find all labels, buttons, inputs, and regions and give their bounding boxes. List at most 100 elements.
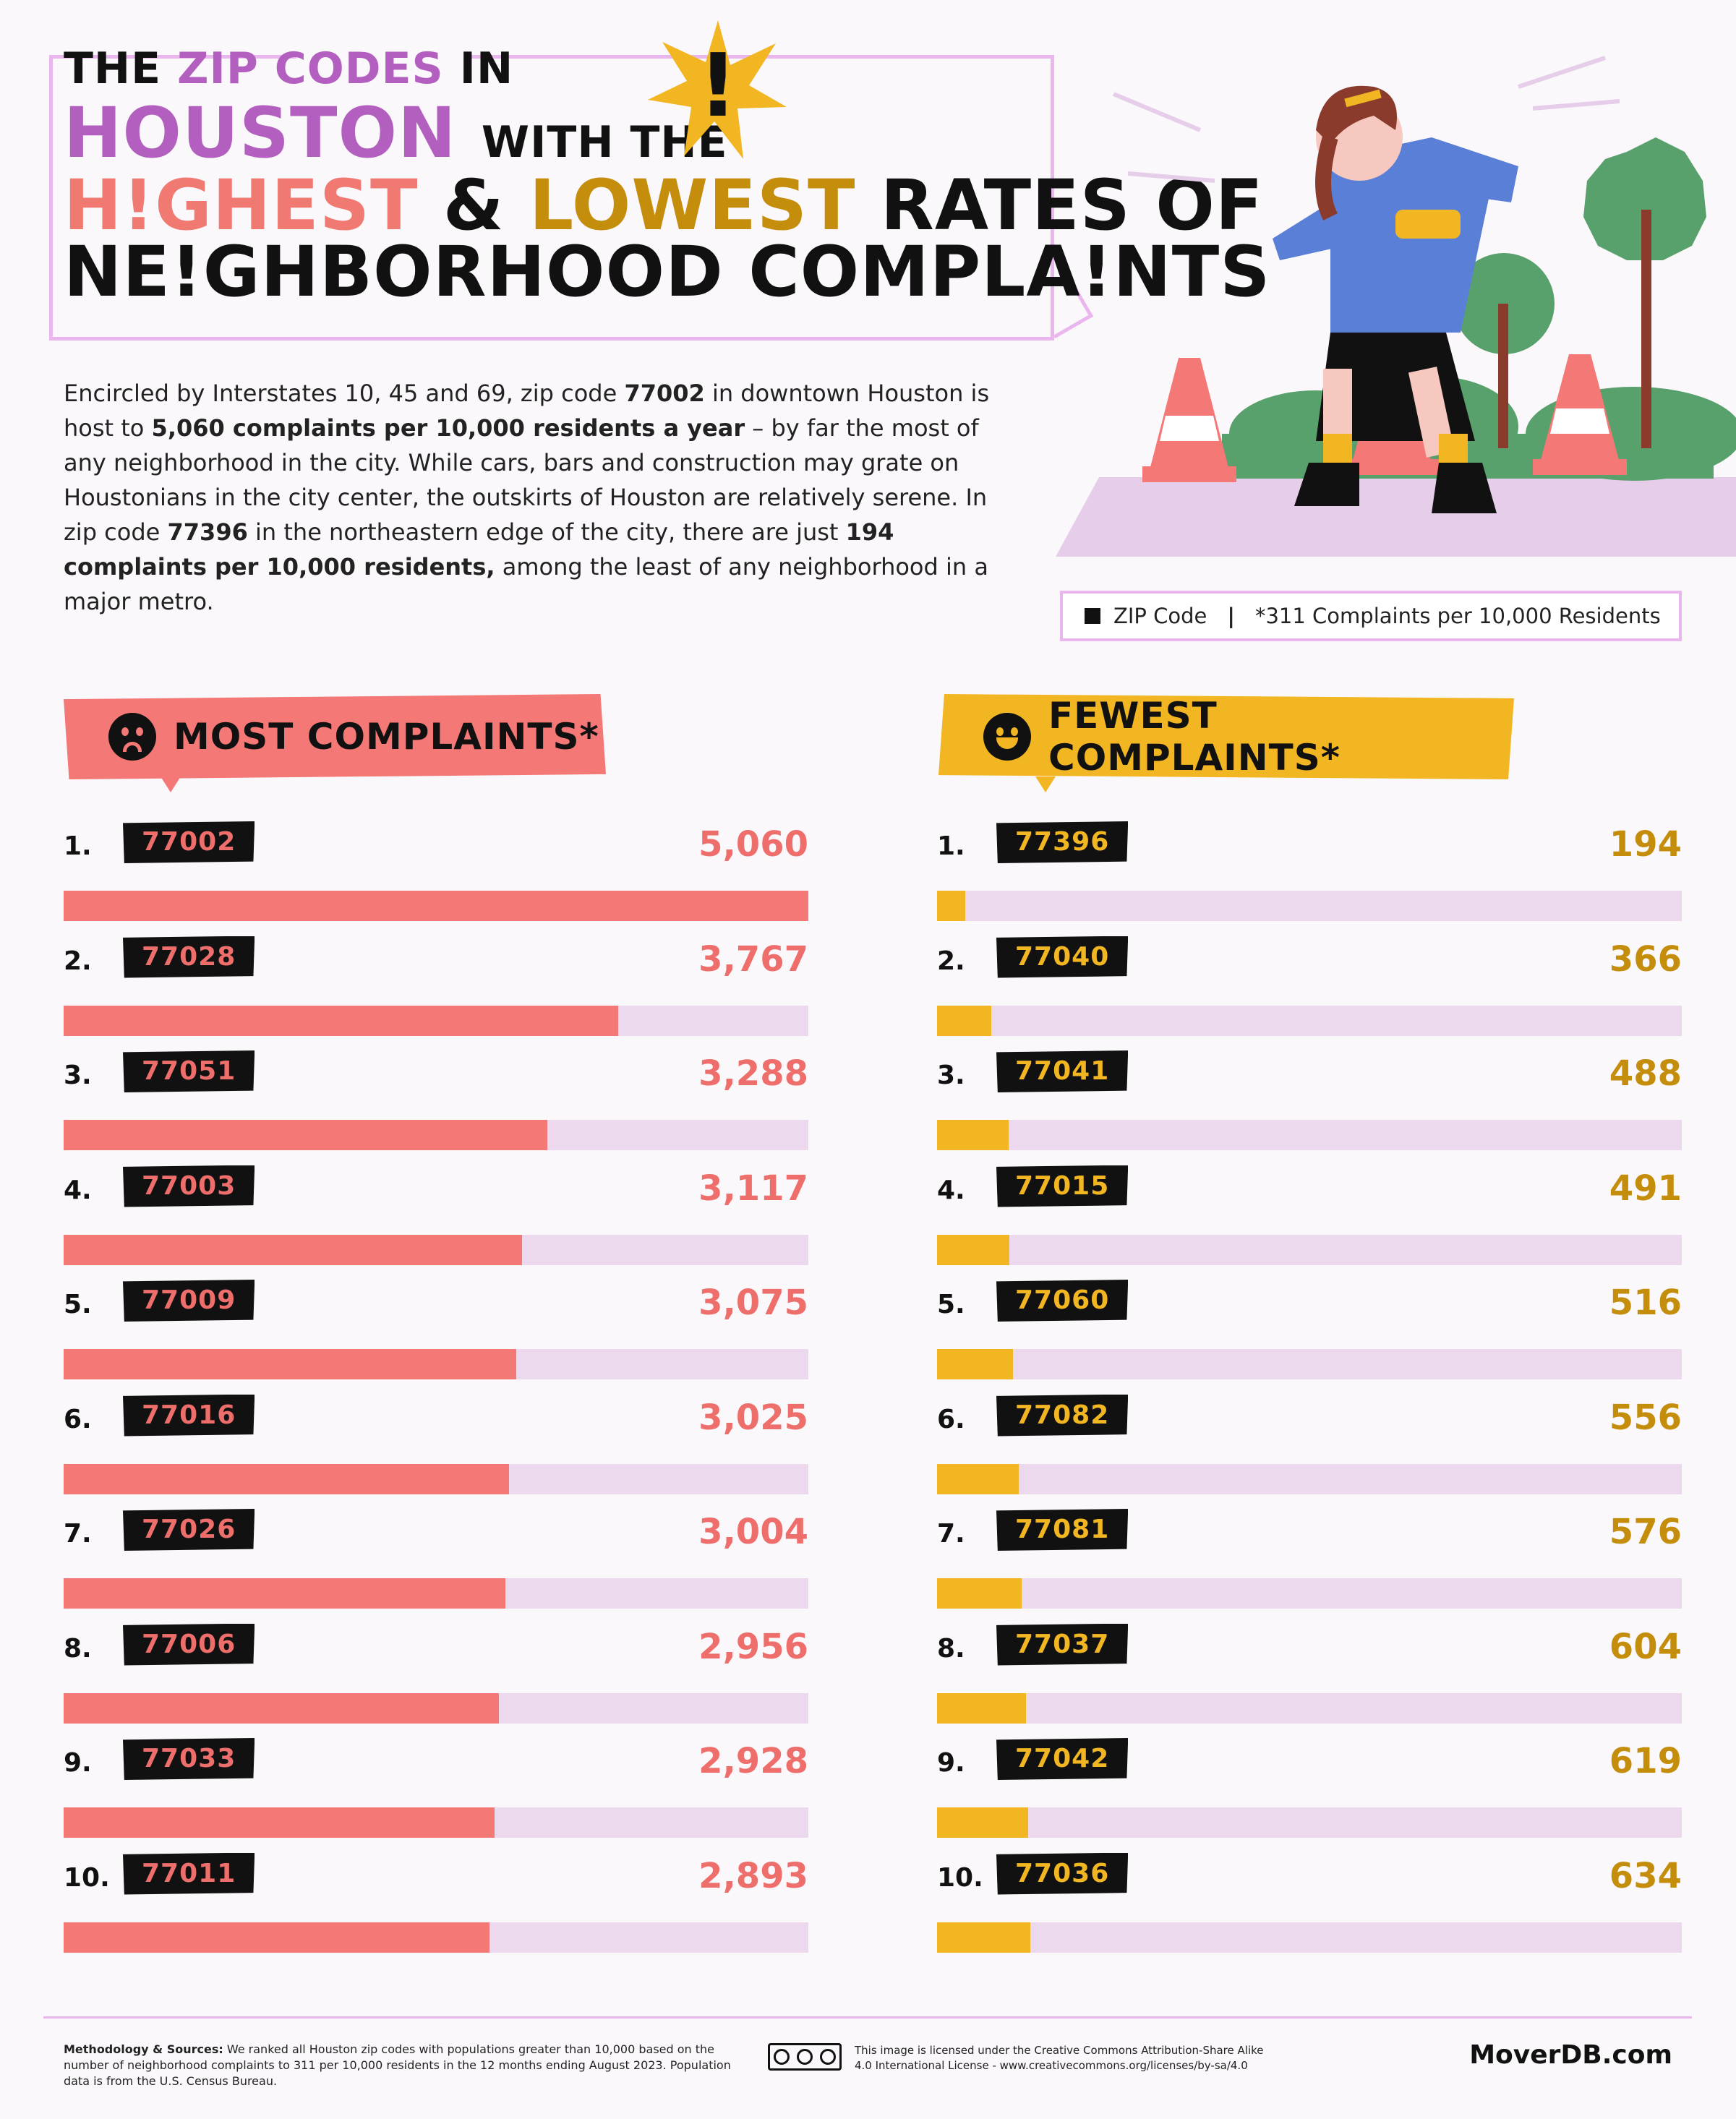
bar-track [937,1807,1682,1838]
most-row-9: 9. 77033 2,928 [64,1738,808,1839]
zip-code-label: 77051 [123,1050,255,1092]
title-line-3: H!GHEST & LOWEST RATES OF [64,165,1264,246]
bar [937,1349,1014,1379]
bar [64,1578,506,1609]
frustrated-woman-illustration [1056,56,1736,557]
rank-label: 6. [937,1404,965,1434]
title-frame [49,55,1054,341]
rank-label: 5. [64,1290,92,1319]
bar-track [937,1349,1682,1379]
methodology-note: Methodology & Sources: We ranked all Hou… [64,2042,731,2088]
value-label: 366 [1609,938,1682,980]
fewest-row-8: 8. 77037 604 [937,1623,1682,1725]
zip-code-label: 77015 [996,1165,1129,1207]
most-row-1: 1. 77002 5,060 [64,821,808,922]
zip-code-label: 77026 [123,1509,255,1551]
bar-track [64,1463,808,1494]
value-label: 3,117 [698,1168,808,1209]
fewest-header-tail [1035,776,1056,792]
zip-code-label: 77002 [123,821,255,863]
rank-label: 1. [937,831,965,861]
most-row-10: 10. 77011 2,893 [64,1852,808,1954]
bar-track [937,891,1682,921]
rank-label: 4. [937,1175,965,1205]
bar [64,1692,499,1724]
bar [937,1120,1009,1150]
bar [64,1349,516,1379]
most-header-tail [161,776,181,792]
zip-code-label: 77081 [996,1509,1129,1551]
legend: ZIP Code | *311 Complaints per 10,000 Re… [1060,591,1682,641]
value-label: 604 [1609,1626,1682,1667]
bar [64,1005,618,1036]
most-row-3: 3. 77051 3,288 [64,1050,808,1152]
most-row-6: 6. 77016 3,025 [64,1394,808,1496]
intro-paragraph: Encircled by Interstates 10, 45 and 69, … [64,380,990,615]
value-label: 5,060 [698,824,808,865]
zip-code-label: 77396 [996,821,1129,863]
fewest-row-10: 10. 77036 634 [937,1852,1682,1954]
bar [937,1578,1022,1609]
title-line-2: HOUSTON WITH THE [64,93,728,174]
value-label: 516 [1609,1283,1682,1323]
zip-code-label: 77040 [996,936,1129,978]
value-label: 619 [1609,1741,1682,1781]
rank-label: 2. [937,946,965,976]
zip-code-label: 77042 [996,1738,1129,1780]
fewest-row-6: 6. 77082 556 [937,1394,1682,1496]
zip-code-label: 77009 [123,1280,255,1322]
bar-track [64,1005,808,1036]
rank-label: 8. [64,1633,92,1664]
rank-label: 7. [937,1519,965,1549]
value-label: 488 [1609,1053,1682,1094]
bar [937,1005,991,1036]
fewest-row-7: 7. 77081 576 [937,1509,1682,1610]
rank-label: 9. [937,1748,965,1778]
zip-code-label: 77011 [123,1852,255,1895]
zip-code-label: 77033 [123,1738,255,1780]
fewest-row-5: 5. 77060 516 [937,1280,1682,1381]
bar-track [64,1922,808,1953]
zip-code-label: 77037 [996,1623,1129,1666]
rank-label: 9. [64,1748,92,1778]
value-label: 2,893 [698,1855,808,1896]
bar [64,1234,523,1265]
bar-track [64,891,808,921]
bar-track [64,1349,808,1379]
bar-track [937,1692,1682,1724]
zip-swatch-icon [1085,608,1100,624]
bar [64,1807,495,1838]
value-label: 576 [1609,1512,1682,1552]
value-label: 3,025 [698,1397,808,1438]
bar-track [64,1234,808,1265]
most-row-5: 5. 77009 3,075 [64,1280,808,1381]
most-row-4: 4. 77003 3,117 [64,1165,808,1267]
zip-code-label: 77041 [996,1050,1129,1092]
zip-code-label: 77060 [996,1280,1129,1322]
value-label: 194 [1609,824,1682,865]
bar [937,1234,1009,1265]
bar [937,1922,1031,1953]
exclamation-mark: ! [698,36,738,137]
fewest-row-1: 1. 77396 194 [937,821,1682,922]
zip-code-label: 77028 [123,936,255,978]
legend-zip-label: ZIP Code [1113,604,1207,628]
rank-label: 7. [64,1519,92,1549]
bar-track [937,1234,1682,1265]
bar-track [64,1120,808,1150]
bar-track [64,1807,808,1838]
bar-track [937,1463,1682,1494]
zip-code-label: 77036 [996,1852,1129,1895]
value-label: 2,956 [698,1626,808,1667]
footer-divider [43,2016,1692,2019]
most-row-8: 8. 77006 2,956 [64,1623,808,1725]
sad-face-icon [108,713,156,761]
bar-track [937,1922,1682,1953]
fewest-row-4: 4. 77015 491 [937,1165,1682,1267]
bar [64,1463,509,1494]
title-frame-gap [296,51,470,61]
value-label: 491 [1609,1168,1682,1209]
most-row-2: 2. 77028 3,767 [64,936,808,1037]
rank-label: 2. [64,946,92,976]
rank-label: 10. [937,1862,983,1893]
